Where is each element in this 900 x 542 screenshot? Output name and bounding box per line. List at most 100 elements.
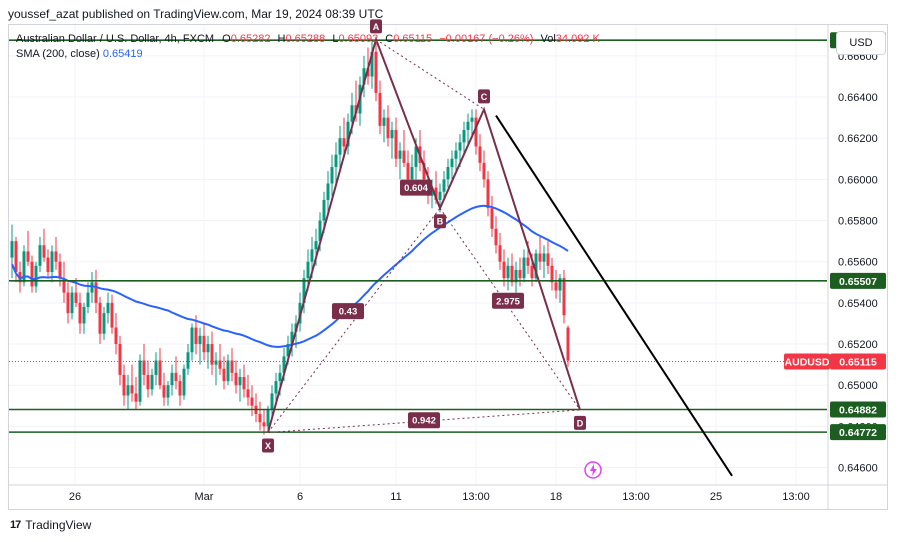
harmonic-point-label: C — [481, 92, 488, 102]
candle-body — [546, 253, 550, 266]
x-tick-label: 18 — [550, 491, 562, 503]
candle-body — [250, 397, 254, 406]
candle-body — [518, 269, 522, 279]
candle-body — [526, 257, 530, 266]
candle-body — [194, 327, 198, 345]
sma-label[interactable]: SMA (200, close) — [16, 48, 100, 60]
last-price-tag — [830, 353, 886, 370]
y-tick-label: 0.65800 — [838, 216, 878, 228]
ratio-badge — [332, 303, 364, 320]
candle-body — [186, 352, 190, 369]
candle-body — [278, 372, 282, 382]
candle-body — [374, 51, 378, 93]
candle-body — [74, 292, 78, 303]
candle-body — [566, 327, 570, 361]
candle-body — [562, 278, 566, 316]
candle-body — [94, 282, 98, 303]
y-tick-label: 0.66400 — [838, 92, 878, 104]
harmonic-point-label: B — [437, 217, 444, 227]
candle-body — [438, 191, 442, 200]
y-tick-label: 0.66000 — [838, 174, 878, 186]
candle-body — [390, 129, 394, 139]
candle-body — [50, 251, 54, 272]
close-value: 0.65115 — [393, 33, 433, 45]
candle-body — [334, 154, 338, 168]
candle-body — [230, 360, 234, 373]
candle-body — [542, 253, 546, 262]
currency-button[interactable]: USD — [836, 31, 886, 55]
candle-body — [158, 360, 162, 386]
low-label: L — [332, 33, 339, 45]
x-tick-label: 26 — [69, 491, 81, 503]
x-tick-label: 25 — [710, 491, 722, 503]
low-value: 0.65092 — [338, 33, 379, 45]
ratio-label: 2.975 — [496, 296, 520, 307]
candle-body — [514, 269, 518, 283]
candle-body — [198, 335, 202, 345]
candle-body — [202, 335, 206, 353]
candle-body — [382, 117, 386, 126]
candle-body — [234, 372, 238, 386]
candle-body — [338, 138, 342, 155]
y-tick-label: 0.65000 — [838, 380, 878, 392]
candle-body — [386, 117, 390, 139]
candle-body — [554, 282, 558, 291]
y-tick-label: 0.65600 — [838, 257, 878, 269]
harmonic-legs — [267, 36, 581, 433]
candle-body — [410, 167, 414, 180]
close-label: C — [385, 33, 394, 45]
last-price-label: 0.65115 — [839, 357, 877, 369]
harmonic-ratio-line — [375, 38, 485, 110]
candle-body — [306, 261, 310, 279]
footer: 17 TradingView — [10, 518, 91, 532]
x-tick-label: 11 — [390, 491, 401, 503]
candle-body — [378, 92, 382, 126]
candle-body — [162, 385, 166, 398]
footer-brand: TradingView — [25, 518, 92, 532]
ratio-badge — [492, 292, 524, 309]
harmonic-point-label: X — [265, 441, 271, 451]
candle-body — [110, 302, 114, 328]
candle-body — [190, 327, 194, 353]
symbol-title[interactable]: Australian Dollar / U.S. Dollar, 4h, FXC… — [16, 33, 215, 45]
x-tick-label: 6 — [297, 491, 303, 503]
candle-body — [58, 261, 62, 279]
x-tick-label: Mar — [195, 491, 214, 503]
flash-icon-bolt — [590, 464, 597, 476]
candle-body — [118, 344, 122, 375]
candle-body — [126, 385, 130, 396]
candle-body — [266, 409, 270, 427]
flash-icon-group — [584, 461, 602, 479]
candle-body — [122, 374, 126, 396]
candle-body — [538, 253, 542, 262]
harmonic-ratio-line — [267, 207, 441, 433]
price-tags: 0.666760.655070.648820.64772AUDUSD0.6511… — [784, 32, 886, 441]
price-level-tag — [830, 401, 886, 418]
candle-body — [262, 422, 266, 427]
harmonic-point-marker — [478, 89, 490, 104]
candle-body — [362, 68, 366, 85]
candle-body — [106, 302, 110, 314]
volume-label: Vol — [540, 33, 556, 45]
candle-body — [286, 344, 290, 357]
y-tick-label: 0.65200 — [838, 339, 878, 351]
candle-body — [442, 179, 446, 192]
candle-body — [70, 292, 74, 314]
harmonic-point-label: D — [577, 418, 584, 428]
symbol-tag — [784, 353, 830, 370]
candle-body — [522, 257, 526, 279]
tradingview-logo-icon: 17 — [10, 519, 21, 531]
candle-body — [46, 257, 50, 272]
candle-body — [326, 183, 330, 200]
candle-body — [290, 331, 294, 345]
candle-body — [506, 265, 510, 279]
price-level-tag — [830, 424, 886, 441]
candle-body — [474, 117, 478, 147]
candle-body — [422, 162, 426, 180]
ratio-badge — [400, 179, 432, 196]
candle-body — [166, 385, 170, 398]
candle-body — [174, 372, 178, 382]
candle-body — [14, 241, 18, 272]
candle-body — [458, 142, 462, 151]
